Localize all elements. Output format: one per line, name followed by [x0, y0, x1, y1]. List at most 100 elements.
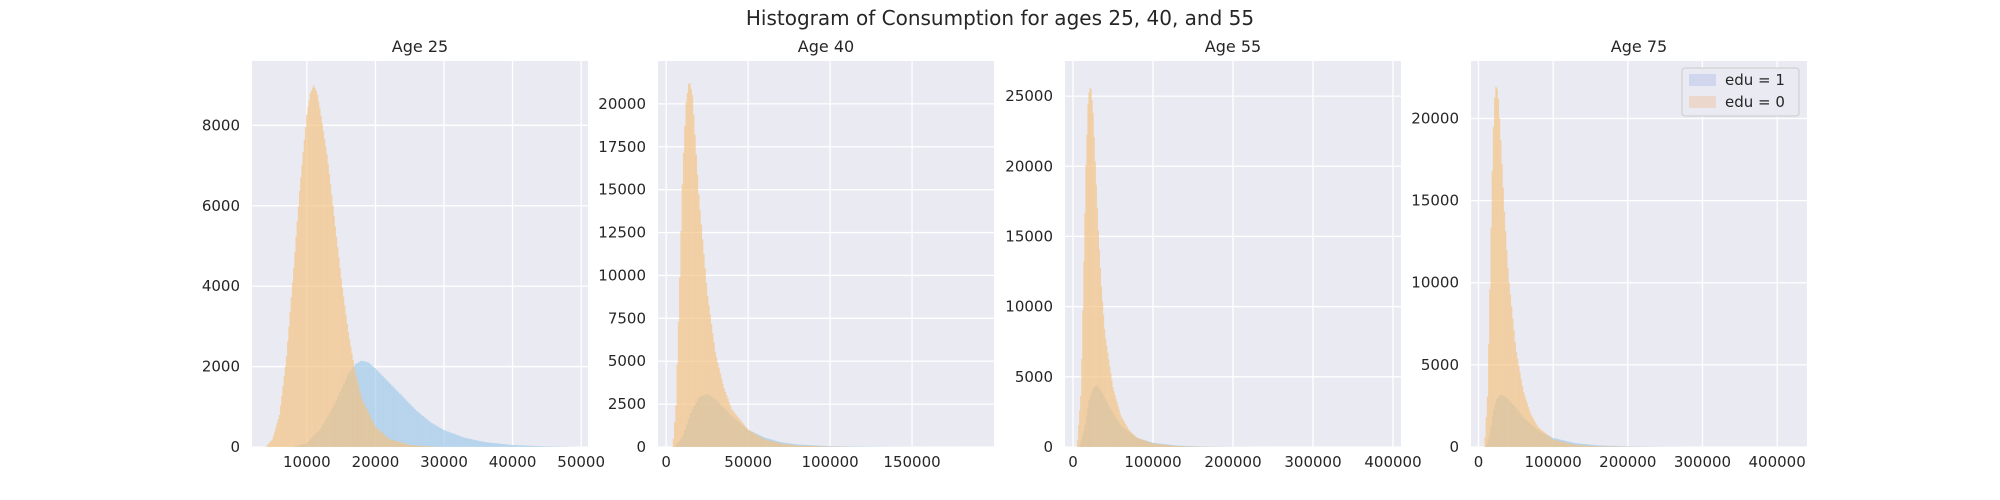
- histogram-bar: [1490, 227, 1492, 447]
- histogram-bar: [392, 440, 395, 447]
- x-tick-label: 40000: [489, 453, 537, 471]
- histogram-bar: [732, 410, 734, 447]
- histogram-bar: [363, 402, 365, 447]
- histogram-bar: [404, 399, 407, 447]
- histogram-bar: [1174, 445, 1176, 447]
- histogram-bar: [1122, 420, 1124, 447]
- histogram-bar: [465, 438, 469, 447]
- histogram-bar: [823, 445, 826, 447]
- histogram-bar: [751, 432, 753, 447]
- histogram-bar: [394, 440, 396, 447]
- x-tick-label: 0: [661, 453, 671, 471]
- histogram-bar: [306, 114, 308, 447]
- histogram-bar: [397, 441, 399, 447]
- y-tick-label: 8000: [202, 116, 240, 134]
- x-tick-label: 400000: [1364, 453, 1421, 471]
- histogram-bar: [852, 446, 855, 447]
- histogram-bar: [1550, 438, 1553, 447]
- histogram-bar: [728, 402, 730, 447]
- histogram-bar: [1085, 165, 1087, 447]
- histogram-bar: [1131, 432, 1133, 447]
- histogram-bar: [462, 437, 465, 447]
- histogram-bar: [1514, 342, 1516, 447]
- histogram-bar: [682, 152, 685, 447]
- histogram-bar: [1084, 213, 1086, 447]
- y-tick-label: 0: [636, 438, 646, 456]
- histogram-bar: [344, 305, 346, 447]
- histogram-bar: [314, 88, 316, 447]
- histogram-bar: [836, 446, 839, 447]
- histogram-bar: [525, 445, 528, 447]
- legend-swatch-edu-1: [1689, 74, 1716, 86]
- histogram-bar: [1149, 442, 1151, 447]
- histogram-bar: [383, 377, 386, 447]
- histogram-bar: [435, 425, 438, 447]
- histogram-bar: [333, 215, 335, 447]
- histogram-bar: [772, 441, 775, 447]
- histogram-bar: [1571, 443, 1573, 447]
- histogram-bar: [1145, 441, 1147, 447]
- histogram-bar: [351, 353, 353, 447]
- histogram-bar: [1545, 434, 1548, 447]
- histogram-bar: [1111, 380, 1113, 447]
- histogram-bar: [398, 441, 401, 447]
- histogram-bar: [1108, 359, 1110, 447]
- histogram-bar: [427, 420, 430, 447]
- histogram-bar: [312, 87, 314, 447]
- histogram-bar: [1083, 261, 1085, 447]
- histogram-bar: [414, 445, 416, 447]
- histogram-bar: [421, 415, 424, 447]
- histogram-bar: [1515, 351, 1518, 447]
- histogram-bar: [504, 444, 507, 447]
- histogram-bar: [750, 431, 752, 447]
- histogram-bar: [696, 174, 699, 447]
- histogram-bar: [1585, 445, 1587, 447]
- histogram-bar: [1596, 446, 1598, 447]
- histogram-bar: [1147, 441, 1149, 447]
- histogram-bar: [1166, 445, 1168, 447]
- histogram-bar: [1536, 424, 1538, 447]
- histogram-bar: [1560, 441, 1562, 447]
- y-tick-label: 6000: [202, 197, 240, 215]
- histogram-bar: [439, 427, 442, 447]
- histogram-bar: [381, 375, 384, 447]
- histogram-bar: [1586, 445, 1589, 447]
- histogram-bar: [819, 446, 822, 447]
- histogram-bar: [1094, 161, 1096, 447]
- histogram-bar: [794, 445, 796, 447]
- histogram-bar: [1604, 446, 1607, 447]
- histogram-bar: [533, 445, 536, 447]
- histogram-bar: [542, 446, 545, 447]
- histogram-bar: [747, 429, 749, 447]
- histogram-bar: [417, 445, 420, 447]
- histogram-bar: [1524, 395, 1526, 447]
- histogram-bar: [1583, 445, 1585, 447]
- x-tick-label: 100000: [1525, 453, 1582, 471]
- histogram-bar: [1126, 427, 1129, 447]
- histogram-bar: [361, 400, 364, 447]
- histogram-bar: [846, 446, 849, 447]
- histogram-bar: [1106, 345, 1108, 447]
- histogram-bar: [1618, 446, 1621, 447]
- x-tick-label: 300000: [1284, 453, 1341, 471]
- histogram-bar: [1140, 439, 1142, 447]
- histogram-bar: [1602, 446, 1604, 447]
- histogram-bar: [550, 446, 553, 447]
- histogram-bar: [780, 443, 782, 447]
- histogram-bar: [1532, 418, 1534, 447]
- histogram-bar: [521, 445, 524, 447]
- histogram-bar: [1562, 442, 1565, 447]
- histogram-bar: [1538, 428, 1540, 447]
- histogram-bar: [1608, 445, 1611, 447]
- histogram-bar: [753, 433, 756, 447]
- histogram-bar: [848, 446, 851, 447]
- histogram-bar: [289, 311, 291, 447]
- histogram-bar: [303, 139, 306, 447]
- histogram-bar: [729, 405, 732, 447]
- histogram-bar: [687, 83, 690, 448]
- histogram-bar: [1187, 446, 1189, 447]
- histogram-bar: [1109, 366, 1111, 447]
- histogram-bar: [332, 205, 334, 447]
- histogram-bar: [1486, 396, 1489, 447]
- histogram-bar: [1155, 443, 1157, 447]
